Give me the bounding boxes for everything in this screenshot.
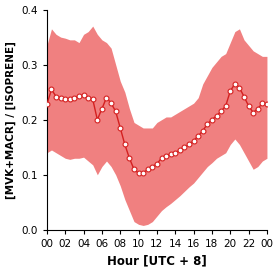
Y-axis label: [MVK+MACR] / [ISOPRENE]: [MVK+MACR] / [ISOPRENE] [6, 41, 16, 199]
X-axis label: Hour [UTC + 8]: Hour [UTC + 8] [107, 254, 207, 268]
